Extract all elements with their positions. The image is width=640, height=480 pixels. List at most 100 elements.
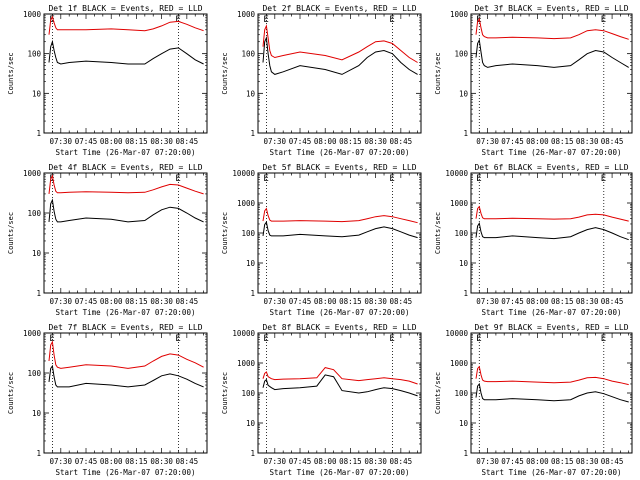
plot-frame	[470, 332, 633, 454]
y-tick-label: 100	[454, 389, 468, 398]
x-tick-label: 08:00	[100, 457, 123, 466]
x-tick-label: 08:30	[364, 297, 387, 306]
series-line-events	[48, 198, 204, 223]
series-line-events	[475, 382, 629, 403]
detector-panel-7: Det 7f BLACK = Events, RED = LLD Counts/s…	[7, 323, 208, 477]
x-tick-label: 08:30	[150, 297, 173, 306]
x-tick-label: 07:30	[476, 297, 499, 306]
y-tick-label: 1000	[450, 199, 469, 208]
plot-frame	[43, 172, 208, 294]
panel-title: Det 9f BLACK = Events, RED = LLD	[474, 323, 628, 332]
series-line-events	[475, 38, 629, 68]
x-tick-label: 08:15	[551, 457, 574, 466]
event-marker-label: E	[49, 15, 54, 25]
y-tick-label: 10	[246, 419, 256, 428]
y-tick-label: 10000	[232, 329, 255, 338]
x-tick-label: 07:45	[501, 297, 524, 306]
series-line-lld	[48, 340, 204, 369]
detector-panel-8: Det 8f BLACK = Events, RED = LLD Counts/s…	[221, 323, 422, 477]
plot-frame	[257, 13, 422, 134]
x-tick-label: 08:45	[176, 457, 199, 466]
series-line-events	[262, 36, 418, 75]
x-tick-label: 07:45	[289, 137, 312, 146]
y-tick-label: 1	[36, 129, 41, 138]
panel-title: Det 7f BLACK = Events, RED = LLD	[48, 323, 202, 332]
y-tick-label: 1000	[23, 329, 42, 338]
x-tick-label: 08:15	[551, 297, 574, 306]
x-axis-label: Start Time (26-Mar-07 07:20:00)	[482, 148, 622, 157]
detector-panel-5: Det 5f BLACK = Events, RED = LLD Counts/s…	[221, 163, 422, 317]
x-tick-label: 07:45	[289, 297, 312, 306]
y-tick-label: 10	[459, 259, 469, 268]
x-tick-label: 08:00	[526, 137, 549, 146]
series-line-lld	[262, 367, 418, 385]
x-tick-label: 08:30	[576, 137, 599, 146]
series-line-events	[262, 220, 418, 239]
event-marker-label: E	[175, 15, 180, 25]
y-tick-label: 100	[27, 209, 41, 218]
detector-panel-2: Det 2f BLACK = Events, RED = LLD Counts/s…	[221, 4, 422, 157]
x-tick-label: 08:45	[390, 297, 413, 306]
x-tick-label: 08:15	[339, 297, 362, 306]
x-tick-label: 07:30	[50, 457, 73, 466]
x-tick-label: 08:45	[176, 137, 199, 146]
x-tick-label: 07:30	[476, 457, 499, 466]
series-line-lld	[475, 17, 629, 40]
x-tick-label: 07:45	[75, 457, 98, 466]
y-tick-label: 10000	[445, 329, 468, 338]
x-tick-label: 07:45	[75, 137, 98, 146]
y-tick-label: 100	[27, 50, 41, 59]
series-line-lld	[48, 174, 204, 195]
x-tick-label: 08:15	[125, 457, 148, 466]
x-tick-label: 08:45	[601, 137, 624, 146]
series-line-lld	[475, 205, 629, 222]
x-tick-label: 08:15	[125, 137, 148, 146]
y-tick-label: 100	[241, 50, 255, 59]
panel-title: Det 2f BLACK = Events, RED = LLD	[262, 4, 416, 13]
panel-title: Det 6f BLACK = Events, RED = LLD	[474, 163, 628, 172]
series-line-events	[262, 374, 418, 397]
y-axis-label: Counts/sec	[434, 372, 442, 414]
y-tick-label: 1	[250, 289, 255, 298]
panel-title: Det 3f BLACK = Events, RED = LLD	[474, 4, 628, 13]
x-axis-label: Start Time (26-Mar-07 07:20:00)	[482, 468, 622, 477]
x-tick-label: 08:30	[150, 457, 173, 466]
y-tick-label: 1000	[23, 169, 42, 178]
plot-frame	[257, 172, 422, 294]
x-tick-label: 08:30	[364, 137, 387, 146]
event-marker-label: E	[175, 334, 180, 344]
y-tick-label: 100	[27, 369, 41, 378]
x-tick-label: 08:15	[125, 297, 148, 306]
x-tick-label: 08:00	[314, 457, 337, 466]
panel-title: Det 5f BLACK = Events, RED = LLD	[262, 163, 416, 172]
y-tick-label: 1000	[237, 10, 256, 19]
y-tick-label: 10	[459, 89, 469, 98]
y-tick-label: 1000	[237, 199, 256, 208]
x-tick-label: 08:30	[150, 137, 173, 146]
x-tick-label: 08:00	[100, 297, 123, 306]
series-line-lld	[262, 207, 418, 224]
y-tick-label: 100	[241, 229, 255, 238]
series-line-events	[48, 39, 204, 65]
y-tick-label: 1000	[450, 359, 469, 368]
x-axis-label: Start Time (26-Mar-07 07:20:00)	[270, 308, 410, 317]
y-tick-label: 10000	[232, 169, 255, 178]
y-tick-label: 10	[32, 249, 42, 258]
detector-panel-3: Det 3f BLACK = Events, RED = LLD Counts/s…	[434, 4, 633, 157]
y-tick-label: 1000	[450, 10, 469, 19]
plot-frame	[43, 332, 208, 454]
event-marker-label: E	[49, 174, 54, 184]
event-marker-label: E	[601, 174, 606, 184]
event-marker-label: E	[476, 334, 481, 344]
event-marker-label: E	[476, 174, 481, 184]
y-tick-label: 1	[463, 289, 468, 298]
y-tick-label: 10	[246, 89, 256, 98]
y-tick-label: 10000	[445, 169, 468, 178]
x-tick-label: 08:45	[601, 297, 624, 306]
x-axis-label: Start Time (26-Mar-07 07:20:00)	[56, 148, 196, 157]
series-line-events	[48, 364, 204, 388]
y-tick-label: 100	[454, 50, 468, 59]
y-tick-label: 100	[454, 229, 468, 238]
detector-panel-9: Det 9f BLACK = Events, RED = LLD Counts/s…	[434, 323, 633, 477]
